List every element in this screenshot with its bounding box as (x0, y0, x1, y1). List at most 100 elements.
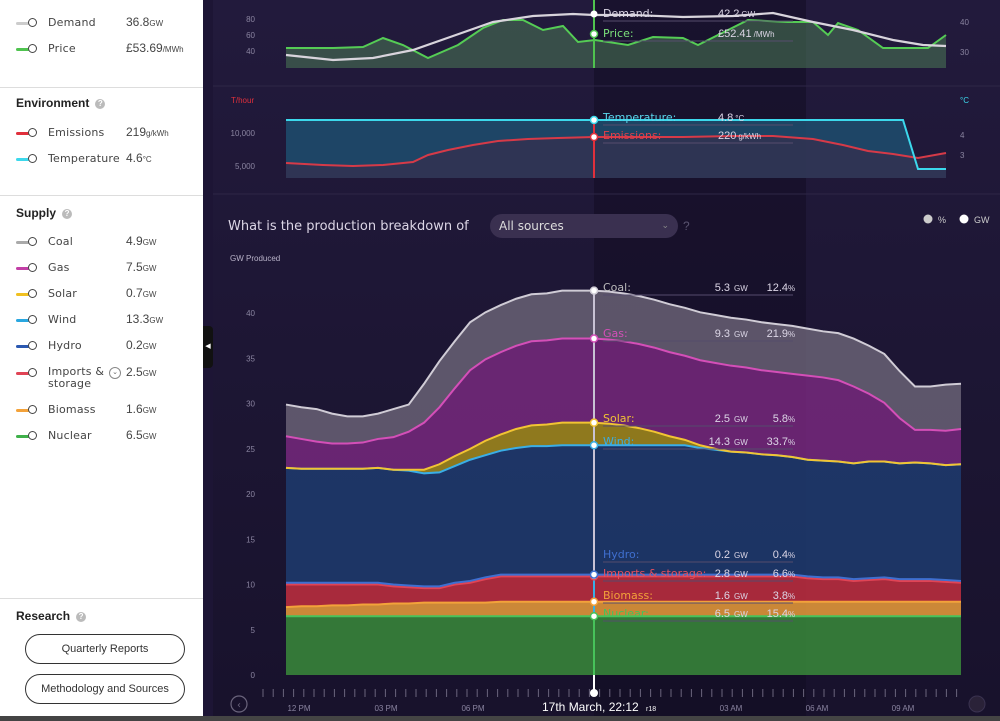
timeline-label: 09 AM (892, 704, 915, 713)
y-tick-label: 40 (246, 309, 255, 318)
toggle-icon[interactable] (16, 289, 38, 299)
y-tick-label: 60 (246, 31, 255, 40)
sidebar-item-label: Imports & storage (48, 365, 105, 390)
help-icon[interactable]: ? (76, 612, 87, 622)
sidebar-item-label: Wind (48, 313, 77, 326)
percent-toggle-icon[interactable] (923, 214, 933, 224)
production-question: What is the production breakdown of (228, 219, 469, 234)
tooltip-value-demand: 42.2 GW (718, 8, 756, 20)
y-tick-label: 15 (246, 535, 255, 544)
sidebar-item-solar[interactable]: Solar 0.7GW (0, 284, 203, 310)
demand-marker (590, 10, 598, 18)
sidebar-item-hydro[interactable]: Hydro 0.2GW (0, 336, 203, 362)
environment-panel: T/hour °C 10,000 5,000 4 3 Temperature: … (231, 96, 969, 178)
sidebar-item-emissions[interactable]: Emissions 219g/kWh (0, 123, 203, 149)
demand-price-panel: 80 60 40 40 30 Demand: 42.2 GW Price: £52… (246, 0, 969, 68)
timeline-next-button[interactable] (968, 695, 986, 713)
toggle-icon[interactable] (16, 18, 38, 28)
sidebar-item-nuclear[interactable]: Nuclear 6.5GW (0, 426, 203, 452)
sidebar-item-value: 219g/kWh (126, 125, 169, 139)
sidebar-item-coal[interactable]: Coal 4.9GW (0, 232, 203, 258)
y-tick-label: 25 (246, 445, 255, 454)
divider (0, 195, 203, 196)
sidebar-item-temperature[interactable]: Temperature 4.6°C (0, 149, 203, 175)
toggle-icon[interactable] (16, 154, 38, 164)
tooltip-pct-unit: % (788, 610, 795, 619)
tooltip-gw-value: 5.3 (715, 282, 730, 294)
quarterly-reports-button[interactable]: Quarterly Reports (25, 634, 185, 664)
hover-marker (589, 597, 599, 606)
tooltip-label: Hydro: (603, 548, 639, 561)
tooltip-pct-unit: % (788, 551, 795, 560)
tooltip-pct-unit: % (788, 284, 795, 293)
hover-marker (589, 334, 599, 343)
sidebar-item-label: Price (48, 42, 76, 55)
y-tick-label: 5 (251, 626, 256, 635)
toggle-icon[interactable] (16, 431, 38, 441)
toggle-icon[interactable] (16, 128, 38, 138)
bottom-scrollbar[interactable] (0, 716, 1000, 721)
sidebar: Demand 36.8GW Price £53.69/MWh Environme… (0, 0, 203, 716)
sidebar-item-demand[interactable]: Demand 36.8GW (0, 13, 203, 39)
tooltip-pct-unit: % (788, 570, 795, 579)
production-areas (286, 290, 961, 675)
emissions-area (286, 136, 946, 178)
sidebar-item-value: 7.5GW (126, 260, 157, 274)
line-hydro (286, 573, 962, 588)
tooltip-gw-unit: GW (734, 610, 748, 619)
toggle-icon[interactable] (16, 341, 38, 351)
sidebar-item-value: 0.2GW (126, 338, 157, 352)
tooltip-label: Imports & storage: (603, 567, 706, 580)
sidebar-item-imports-storage[interactable]: Imports & storage ⌄ 2.5GW (0, 363, 203, 393)
timeline-prev-button[interactable] (230, 695, 248, 713)
sidebar-item-value: 4.6°C (126, 151, 152, 165)
toggle-icon[interactable] (16, 368, 38, 378)
expand-icon[interactable]: ⌄ (109, 367, 121, 379)
tooltip-gw-value: 1.6 (715, 590, 730, 602)
gw-toggle-label[interactable]: GW (974, 215, 990, 225)
charts-svg[interactable]: 80 60 40 40 30 Demand: 42.2 GW Price: £52… (213, 0, 1000, 716)
temperature-marker (589, 115, 599, 125)
toggle-icon[interactable] (16, 44, 38, 54)
sidebar-item-price[interactable]: Price £53.69/MWh (0, 39, 203, 65)
toggle-icon[interactable] (16, 263, 38, 273)
area-solar (286, 422, 961, 474)
sidebar-item-value: 2.5GW (126, 365, 157, 379)
help-icon[interactable]: ? (95, 99, 106, 109)
source-selector-value: All sources (499, 219, 564, 233)
tooltip-value-temperature: 4.8 °C (718, 112, 744, 124)
sidebar-item-value: £53.69/MWh (126, 41, 184, 55)
source-selector[interactable]: All sources ⌄ (490, 214, 678, 238)
collapse-sidebar-button[interactable]: ◀ (203, 326, 213, 368)
chevron-down-icon: ⌄ (661, 221, 669, 231)
tooltip-value-emissions: 220 g/kWh (718, 130, 761, 142)
timeline[interactable]: ‹ 12 PM 03 PM 06 PM 03 AM 06 AM 09 AM 17th Ma… (230, 675, 986, 714)
sidebar-item-biomass[interactable]: Biomass 1.6GW (0, 400, 203, 426)
help-icon[interactable]: ? (62, 209, 73, 219)
y-tick-label: 20 (246, 490, 255, 499)
help-icon[interactable]: ? (683, 219, 690, 233)
sidebar-item-label: Emissions (48, 126, 105, 139)
tooltip-pct-unit: % (788, 330, 795, 339)
y-tick-label: 0 (251, 671, 256, 680)
price-marker (589, 29, 599, 39)
gw-toggle-icon[interactable] (959, 214, 969, 224)
methodology-sources-button[interactable]: Methodology and Sources (25, 674, 185, 704)
toggle-icon[interactable] (16, 405, 38, 415)
y-tick-label: 5,000 (235, 162, 256, 171)
y-tick-label: 30 (246, 400, 255, 409)
sidebar-item-value: 36.8GW (126, 15, 164, 29)
percent-toggle-label[interactable]: % (938, 215, 946, 225)
sidebar-item-wind[interactable]: Wind 13.3GW (0, 310, 203, 336)
sidebar-item-gas[interactable]: Gas 7.5GW (0, 258, 203, 284)
tooltip-label: Gas: (603, 327, 628, 340)
tooltip-gw-unit: GW (734, 570, 748, 579)
timeline-cursor-knob[interactable] (590, 689, 598, 697)
demand-line (285, 11, 947, 62)
chevron-left-icon[interactable]: ‹ (237, 700, 241, 711)
toggle-icon[interactable] (16, 237, 38, 247)
y-tick-label: 10,000 (231, 129, 256, 138)
sidebar-item-label: Demand (48, 16, 96, 29)
timeline-label: 12 PM (287, 704, 310, 713)
toggle-icon[interactable] (16, 315, 38, 325)
